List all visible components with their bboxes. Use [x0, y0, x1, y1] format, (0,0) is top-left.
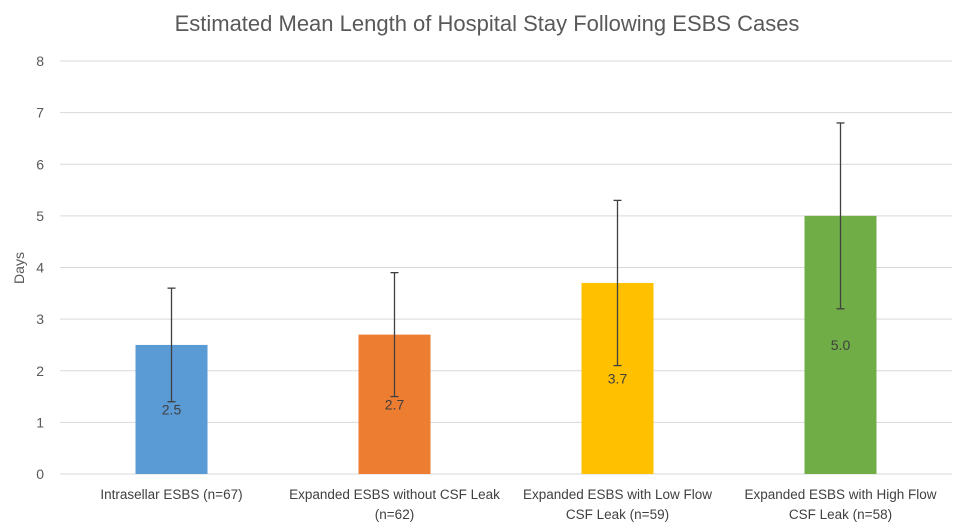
y-tick-label: 6 [36, 156, 44, 172]
category-labels: Intrasellar ESBS (n=67) Expanded ESBS wit… [100, 487, 936, 522]
y-axis-ticks: 0 1 2 3 4 5 6 7 8 [36, 53, 44, 482]
data-label: 3.7 [608, 370, 628, 386]
category-label: Expanded ESBS with Low Flow [523, 487, 712, 502]
data-label: 2.5 [162, 401, 182, 417]
bars [135, 215, 877, 474]
category-label: (n=62) [375, 507, 414, 522]
chart-title: Estimated Mean Length of Hospital Stay F… [175, 11, 800, 36]
category-label: CSF Leak (n=59) [566, 507, 669, 522]
y-tick-label: 8 [36, 53, 44, 69]
y-tick-label: 4 [36, 260, 44, 276]
y-tick-label: 5 [36, 208, 44, 224]
y-tick-label: 1 [36, 414, 44, 430]
category-label: Expanded ESBS without CSF Leak [289, 487, 500, 502]
data-label: 2.7 [385, 396, 405, 412]
error-bars [167, 122, 845, 403]
category-label: CSF Leak (n=58) [789, 507, 892, 522]
y-tick-label: 7 [36, 105, 44, 121]
category-label: Intrasellar ESBS (n=67) [100, 487, 242, 502]
y-tick-label: 3 [36, 311, 44, 327]
data-labels: 2.5 2.7 3.7 5.0 [162, 337, 851, 418]
data-label: 5.0 [831, 337, 851, 353]
y-tick-label: 0 [36, 466, 44, 482]
y-tick-label: 2 [36, 363, 44, 379]
grid-lines [60, 60, 952, 475]
y-axis-label: Days [11, 252, 27, 284]
category-label: Expanded ESBS with High Flow [744, 487, 936, 502]
